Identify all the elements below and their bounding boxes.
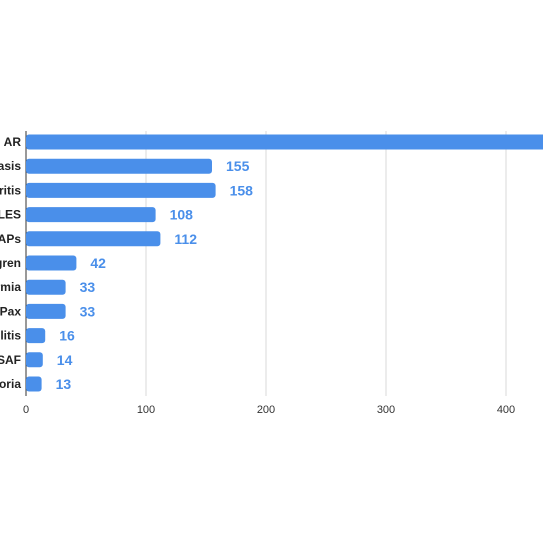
- bars: [26, 134, 543, 392]
- value-label: 16: [59, 328, 75, 344]
- value-label: 108: [170, 207, 194, 223]
- bar: [26, 303, 66, 319]
- x-axis-ticks: 0 100 200 300 400: [23, 404, 515, 416]
- value-label: 112: [174, 231, 197, 247]
- value-label: 33: [80, 279, 96, 295]
- bar: [26, 328, 46, 344]
- value-label: 155: [226, 158, 250, 174]
- category-label: sPax: [0, 304, 21, 318]
- bar: [26, 158, 212, 174]
- value-label: 33: [80, 303, 96, 319]
- bar: [26, 255, 77, 271]
- category-label: gren: [0, 256, 21, 270]
- x-tick-label: 300: [377, 404, 395, 416]
- category-label: APs: [0, 232, 21, 246]
- category-label: asis: [0, 159, 21, 173]
- bar: [26, 231, 161, 247]
- value-labels: 155 158 108 112 42 33 33 16 14 13: [56, 158, 254, 392]
- x-tick-label: 100: [137, 404, 155, 416]
- bar: [26, 134, 543, 150]
- category-label: LES: [0, 208, 21, 222]
- bar: [26, 182, 216, 198]
- category-label: rmia: [0, 280, 21, 294]
- category-label: AR: [4, 135, 22, 149]
- category-labels: AR asis tritis LES APs gren rmia sPax ulitis SAF t…: [0, 135, 21, 391]
- value-label: 14: [57, 352, 73, 368]
- value-label: 42: [90, 255, 106, 271]
- category-label: toria: [0, 377, 21, 391]
- category-label: SAF: [0, 353, 21, 367]
- bar: [26, 352, 43, 368]
- category-label: tritis: [0, 183, 21, 197]
- gridlines: [25, 131, 507, 396]
- x-tick-label: 200: [257, 404, 275, 416]
- value-label: 13: [56, 376, 72, 392]
- bar: [26, 279, 66, 295]
- category-label: ulitis: [0, 329, 21, 343]
- bar: [26, 376, 42, 392]
- bar: [26, 207, 156, 223]
- x-tick-label: 400: [497, 404, 515, 416]
- x-tick-label: 0: [23, 404, 29, 416]
- value-label: 158: [230, 182, 254, 198]
